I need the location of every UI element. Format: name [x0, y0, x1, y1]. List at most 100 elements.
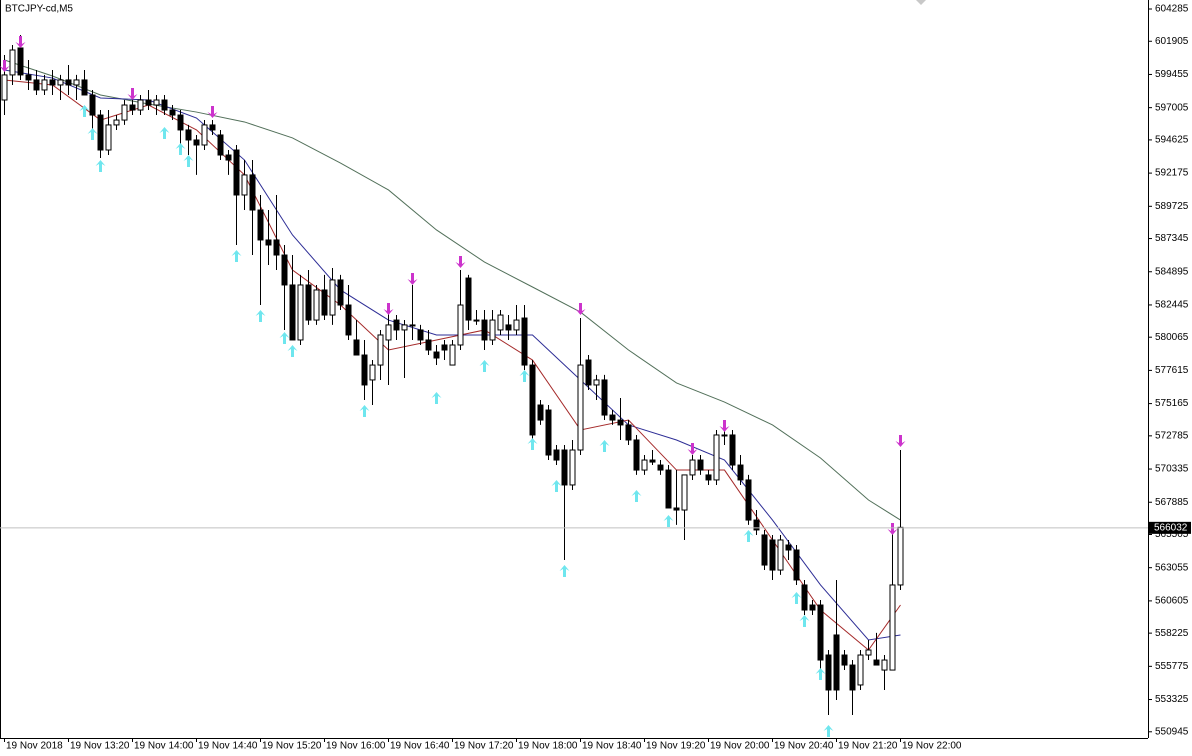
candle-body	[569, 449, 576, 486]
candle-body	[505, 324, 512, 331]
sell-arrow	[407, 272, 418, 285]
candle-body	[697, 459, 704, 471]
candle-body	[481, 319, 488, 341]
candle-body	[137, 99, 144, 111]
candle-body	[465, 277, 472, 321]
candle-body	[689, 459, 696, 476]
buy-arrow	[791, 592, 802, 605]
candle-body	[841, 654, 848, 666]
candle-body	[417, 329, 424, 341]
candle-body	[769, 539, 776, 571]
y-tick-label: 589725	[1155, 201, 1189, 212]
sell-arrow	[887, 522, 898, 535]
candle-body	[713, 434, 720, 481]
sell-arrow	[575, 303, 586, 316]
candle-body	[73, 79, 80, 86]
candle-body	[201, 124, 208, 146]
y-tick-label: 555775	[1155, 661, 1189, 672]
candle-body	[537, 404, 544, 421]
y-tick-label: 580065	[1155, 332, 1189, 343]
buy-arrow	[519, 370, 530, 383]
buy-arrow	[631, 489, 642, 502]
sell-arrow	[207, 106, 218, 119]
buy-arrow	[287, 344, 298, 357]
candle-body	[361, 354, 368, 386]
buy-arrow	[159, 126, 170, 139]
buy-arrow	[279, 331, 290, 344]
buy-arrow	[431, 392, 442, 405]
candle-body	[633, 439, 640, 471]
candle-body	[409, 324, 416, 327]
x-tick-label: 19 Nov 14:00	[134, 741, 194, 752]
buy-arrow	[823, 724, 834, 737]
candle-body	[265, 239, 272, 246]
candle-body	[529, 364, 536, 436]
candle-body	[737, 464, 744, 481]
x-tick-label: 19 Nov 20:00	[710, 741, 770, 752]
candle-body	[785, 544, 792, 551]
candle-body	[249, 174, 256, 211]
candle-body	[121, 104, 128, 121]
candle-body	[489, 319, 496, 341]
y-tick-label: 599455	[1155, 69, 1189, 80]
candle-body	[81, 79, 88, 96]
x-tick-label: 19 Nov 16:40	[390, 741, 450, 752]
x-tick-label: 19 Nov 20:40	[774, 741, 834, 752]
candle-body	[897, 526, 904, 586]
candle-body	[313, 289, 320, 321]
x-tick-label: 19 Nov 16:00	[326, 741, 386, 752]
candle-body	[497, 314, 504, 331]
candle-body	[337, 279, 344, 306]
candle-body	[617, 419, 624, 426]
y-tick-label: 587345	[1155, 233, 1189, 244]
buy-arrow	[599, 439, 610, 452]
candle-body	[609, 414, 616, 421]
candle-body	[577, 364, 584, 451]
candle-body	[241, 174, 248, 196]
candle-body	[353, 339, 360, 356]
candle-body	[777, 539, 784, 571]
candle-body	[449, 344, 456, 366]
candle-body	[345, 304, 352, 336]
candle-body	[433, 351, 440, 359]
candle-body	[817, 604, 824, 661]
candle-body	[193, 139, 200, 146]
buy-arrow	[527, 437, 538, 450]
candle-body	[801, 584, 808, 611]
candle-body	[601, 379, 608, 416]
candle-body	[9, 49, 16, 76]
candle-body	[177, 114, 184, 131]
candle-body	[1, 74, 8, 101]
sell-arrow	[455, 256, 466, 269]
sell-arrow	[687, 443, 698, 456]
candle-body	[217, 134, 224, 156]
y-tick-label: 565505	[1155, 529, 1189, 540]
candle-body	[297, 284, 304, 341]
x-tick-label: 19 Nov 21:20	[838, 741, 898, 752]
y-tick-label: 558225	[1155, 628, 1189, 639]
candle-body	[865, 649, 872, 656]
candle-body	[65, 79, 72, 86]
shift-marker	[916, 0, 926, 5]
candle-body	[721, 434, 728, 437]
candle-body	[273, 239, 280, 256]
current-price-box	[1149, 521, 1191, 534]
candle-body	[753, 519, 760, 531]
x-tick-label: 19 Nov 2018	[6, 741, 63, 752]
candle-body	[641, 459, 648, 471]
y-tick-label: 577615	[1155, 365, 1189, 376]
candle-body	[57, 79, 64, 86]
candle-body	[281, 254, 288, 286]
x-tick-label: 19 Nov 18:40	[582, 741, 642, 752]
candle-body	[209, 124, 216, 131]
sell-arrow	[0, 59, 10, 72]
y-tick-label: 592175	[1155, 168, 1189, 179]
candle-body	[377, 334, 384, 366]
y-tick-label: 570335	[1155, 464, 1189, 475]
x-tick-label: 19 Nov 19:20	[646, 741, 706, 752]
y-tick-label: 594625	[1155, 135, 1189, 146]
candle-body	[833, 634, 840, 691]
buy-arrow	[359, 405, 370, 418]
candle-body	[553, 449, 560, 461]
